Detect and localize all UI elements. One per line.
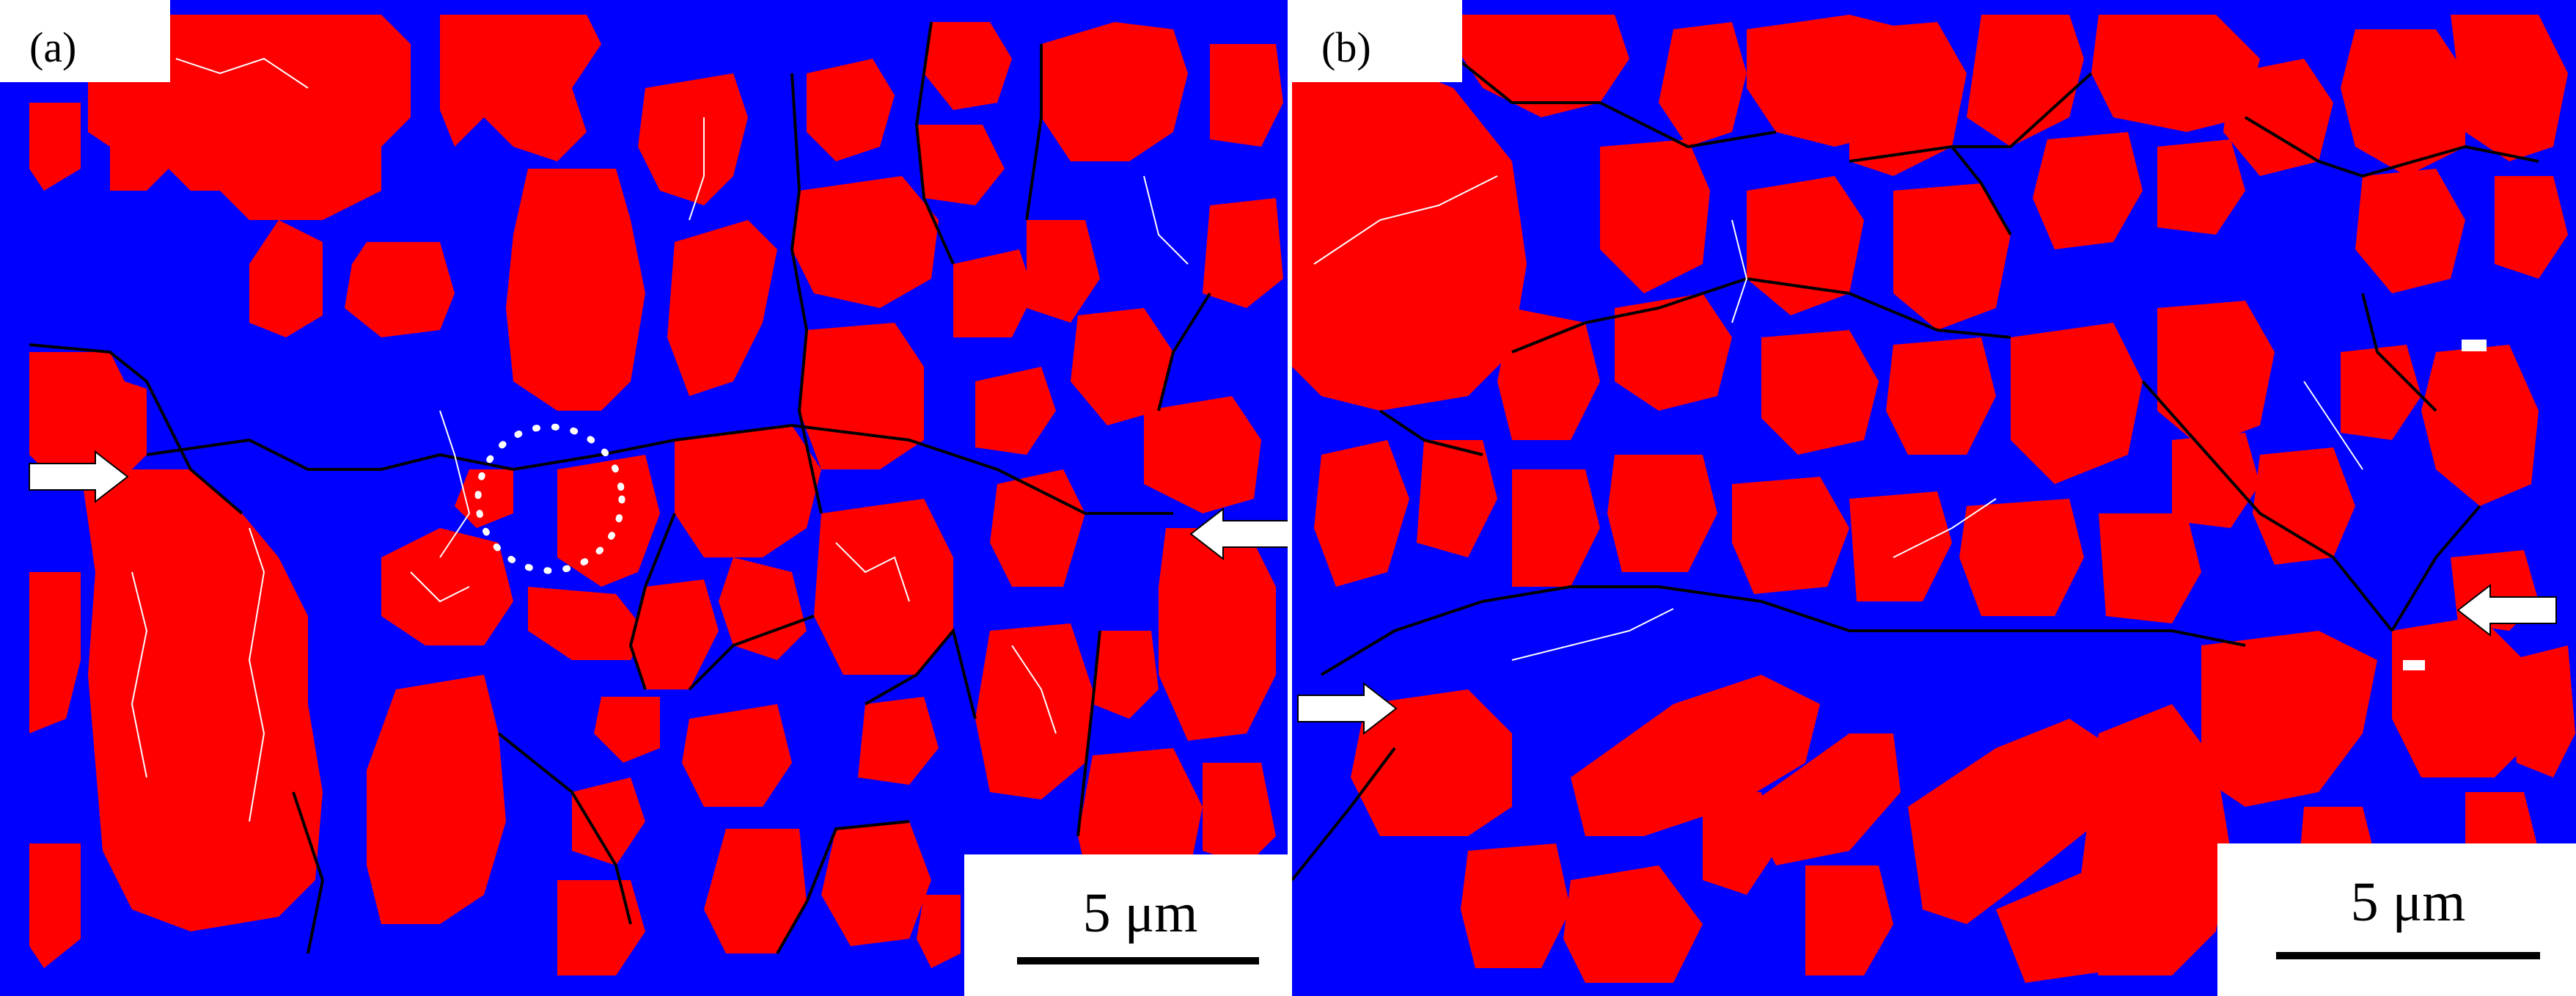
dotted-circle-marker-a	[474, 423, 625, 574]
white-marker-b-2	[2403, 660, 2425, 670]
scale-bar-label-a: 5 μm	[1082, 882, 1198, 944]
left-arrow-icon-a	[1189, 507, 1290, 561]
right-arrow-icon-a	[29, 450, 129, 504]
panel-b: (b) 5 μm	[1292, 0, 2576, 996]
scale-bar-box-b: 5 μm	[2217, 843, 2576, 996]
panel-label-b: (b)	[1292, 0, 1462, 82]
scale-bar-box-a: 5 μm	[964, 854, 1292, 996]
scale-bar-label-b: 5 μm	[2350, 871, 2466, 933]
scale-bar-b	[2276, 952, 2540, 959]
right-arrow-icon-b	[1297, 681, 1398, 736]
scale-bar-a	[1017, 957, 1259, 964]
phase-map-a	[0, 0, 1292, 996]
low-angle-boundaries-b	[1313, 175, 2363, 661]
high-angle-boundaries-a	[29, 21, 1211, 954]
phase-map-b	[1292, 0, 2576, 996]
white-marker-b-1	[2462, 340, 2487, 351]
panel-label-a: (a)	[0, 0, 170, 82]
left-arrow-icon-b	[2456, 583, 2557, 637]
high-angle-boundaries-b	[1292, 43, 2539, 882]
low-angle-boundaries-a	[131, 57, 1189, 822]
panel-a: (a) 5 μm	[0, 0, 1292, 996]
red-phase-grains-b	[1292, 15, 2575, 983]
